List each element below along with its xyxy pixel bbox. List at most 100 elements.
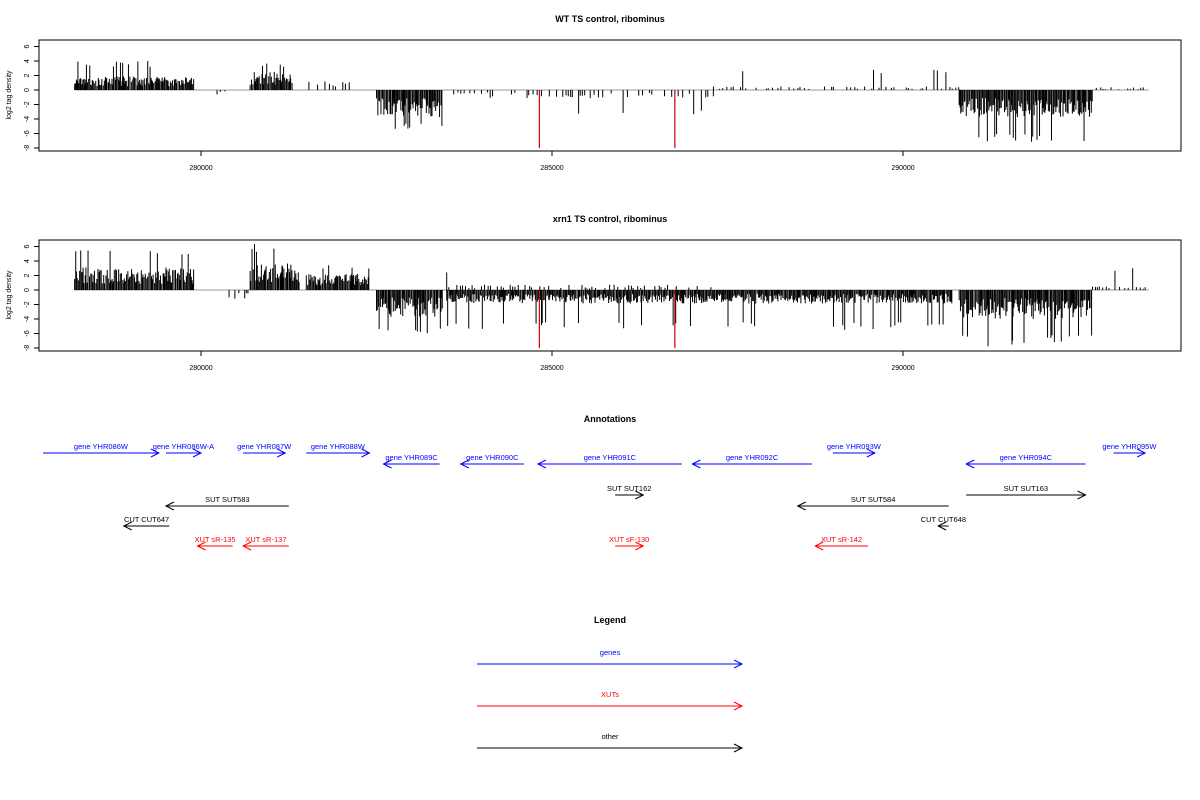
- xrn1-track-panel: xrn1 TS control, ribominus log2 tag dens…: [6, 214, 1182, 372]
- legend-item-label: other: [601, 732, 619, 741]
- legend-swatch-arrow: [733, 701, 744, 711]
- xrn1-track-frame: [38, 239, 1182, 352]
- feature-label: gene YHR089C: [385, 453, 438, 462]
- feature-sut-sut583: SUT SUT583: [164, 495, 289, 511]
- feature-gene-yhr091c: gene YHR091C: [536, 453, 682, 469]
- xrn1-xtick-label: 285000: [540, 365, 563, 372]
- wt-ytick-label: -8: [24, 145, 31, 151]
- feature-label: gene YHR090C: [466, 453, 519, 462]
- legend-item-genes: genes: [477, 648, 744, 669]
- feature-arrow-head: [691, 459, 701, 469]
- wt-xtick-label: 280000: [189, 165, 212, 172]
- annotations-panel: Annotations gene YHR086W gene YHR086W-A ge…: [43, 414, 1157, 551]
- xrn1-ytick-label: 0: [24, 288, 31, 292]
- feature-arrow-head: [361, 448, 371, 458]
- xrn1-track-xaxis: 280000 285000 290000: [189, 351, 915, 372]
- feature-arrow-head: [1136, 448, 1147, 458]
- feature-label: gene YHR093W: [827, 442, 882, 451]
- xrn1-ytick-label: 4: [24, 259, 31, 263]
- feature-gene-yhr086w: gene YHR086W: [43, 442, 160, 458]
- feature-gene-yhr089c: gene YHR089C: [382, 453, 440, 469]
- annotations-title: Annotations: [584, 414, 637, 424]
- feature-arrow-head: [122, 521, 133, 531]
- feature-gene-yhr088w: gene YHR088W: [306, 442, 371, 458]
- feature-label: gene YHR091C: [584, 453, 637, 462]
- feature-label: gene YHR095W: [1102, 442, 1157, 451]
- feature-sut-sut162: SUT SUT162: [607, 484, 651, 500]
- wt-ytick-label: 6: [24, 44, 31, 48]
- feature-label: XUT sF-130: [609, 535, 649, 544]
- xrn1-xtick-label: 280000: [189, 365, 212, 372]
- xrn1-ytick-label: 2: [24, 273, 31, 277]
- feature-label: gene YHR086W-A: [153, 442, 214, 451]
- legend-item-label: XUTs: [601, 690, 619, 699]
- feature-arrow-head: [536, 459, 547, 469]
- wt-ytick-label: 0: [24, 88, 31, 92]
- wt-track-xaxis: 280000 285000 290000: [189, 151, 915, 172]
- feature-label: gene YHR094C: [1000, 453, 1053, 462]
- feature-arrow-head: [1077, 490, 1087, 500]
- feature-label: gene YHR087W: [237, 442, 292, 451]
- feature-label: CUT CUT647: [124, 515, 169, 524]
- legend-title: Legend: [594, 615, 626, 625]
- feature-sut-sut584: SUT SUT584: [796, 495, 949, 511]
- wt-ytick-label: 4: [24, 59, 31, 63]
- xrn1-xtick-label: 290000: [891, 365, 914, 372]
- wt-xtick-label: 290000: [891, 165, 914, 172]
- feature-label: XUT sR-135: [194, 535, 235, 544]
- feature-gene-yhr095w: gene YHR095W: [1102, 442, 1157, 458]
- legend-panel: Legend genes XUTs other: [477, 615, 744, 753]
- feature-gene-yhr087w: gene YHR087W: [237, 442, 292, 458]
- feature-label: SUT SUT584: [851, 495, 895, 504]
- feature-label: XUT sR-142: [821, 535, 862, 544]
- feature-label: gene YHR092C: [726, 453, 779, 462]
- wt-track-yaxis: 6 4 2 0 -2 -4 -6 -8: [24, 44, 39, 151]
- feature-label: XUT sR-137: [245, 535, 286, 544]
- xrn1-track-ylabel: log2 tag density: [6, 270, 13, 320]
- feature-label: gene YHR086W: [74, 442, 129, 451]
- feature-label: SUT SUT163: [1004, 484, 1048, 493]
- feature-gene-yhr094c: gene YHR094C: [965, 453, 1086, 469]
- wt-xtick-label: 285000: [540, 165, 563, 172]
- feature-cut-cut648: CUT CUT648: [921, 515, 966, 531]
- legend-item-xuts: XUTs: [477, 690, 744, 711]
- feature-arrow-head: [196, 541, 206, 551]
- wt-ytick-label: -6: [24, 130, 31, 136]
- feature-label: gene YHR088W: [311, 442, 366, 451]
- feature-arrow-head: [150, 448, 160, 458]
- feature-label: CUT CUT648: [921, 515, 966, 524]
- legend-item-label: genes: [600, 648, 621, 657]
- xrn1-ytick-label: -4: [24, 316, 31, 322]
- feature-label: SUT SUT583: [205, 495, 249, 504]
- feature-sut-sut163: SUT SUT163: [966, 484, 1087, 500]
- wt-ytick-label: -2: [24, 101, 31, 107]
- xrn1-ytick-label: -8: [24, 345, 31, 351]
- xrn1-ytick-label: -2: [24, 301, 31, 307]
- xrn1-ytick-label: -6: [24, 330, 31, 336]
- feature-gene-yhr093w: gene YHR093W: [827, 442, 882, 458]
- wt-track-frame: [38, 39, 1182, 152]
- feature-arrow-head: [242, 541, 252, 551]
- xrn1-track-title: xrn1 TS control, ribominus: [553, 214, 668, 224]
- feature-arrow-head: [192, 448, 203, 458]
- feature-arrow-head: [936, 521, 947, 531]
- feature-xut-sf-130: XUT sF-130: [609, 535, 649, 551]
- wt-ytick-label: -4: [24, 116, 31, 122]
- feature-arrow-head: [866, 448, 877, 458]
- xrn1-ytick-label: 6: [24, 244, 31, 248]
- feature-arrow-head: [635, 490, 645, 500]
- feature-arrow-head: [814, 541, 824, 551]
- wt-ytick-label: 2: [24, 73, 31, 77]
- legend-swatch-arrow: [733, 743, 744, 753]
- feature-arrow-head: [459, 459, 469, 469]
- wt-track-panel: WT TS control, ribominus log2 tag densit…: [6, 14, 1182, 172]
- feature-arrow-head: [382, 459, 392, 469]
- wt-track-bars: [74, 61, 1149, 148]
- feature-arrow-head: [277, 448, 287, 458]
- wt-track-ylabel: log2 tag density: [6, 70, 13, 120]
- feature-xut-sr-142: XUT sR-142: [814, 535, 868, 551]
- legend-item-other: other: [477, 732, 744, 753]
- feature-gene-yhr090c: gene YHR090C: [459, 453, 524, 469]
- feature-xut-sr-137: XUT sR-137: [242, 535, 289, 551]
